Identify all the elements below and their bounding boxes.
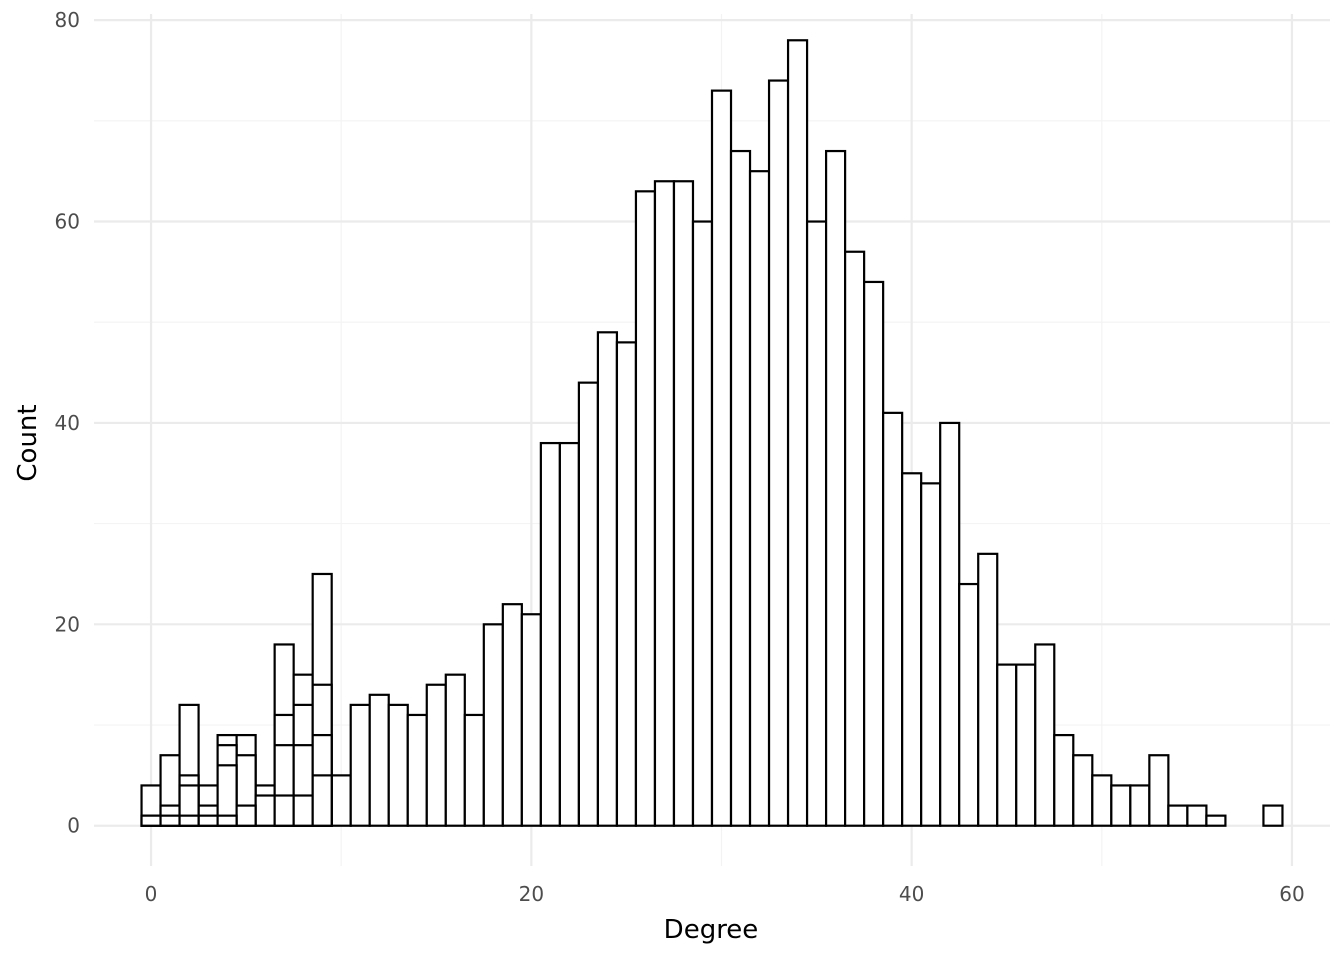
histogram-bar xyxy=(501,603,523,827)
histogram-bar xyxy=(596,331,619,827)
histogram-bar xyxy=(634,190,657,827)
histogram-bar xyxy=(558,441,580,827)
y-axis-title: Count xyxy=(13,404,43,481)
histogram-bar xyxy=(349,703,371,827)
histogram-bar xyxy=(197,814,219,827)
histogram-bar xyxy=(691,220,714,827)
histogram-bar xyxy=(1262,804,1284,827)
histogram-bar xyxy=(482,623,504,827)
histogram-bar xyxy=(292,794,314,827)
histogram-bar xyxy=(729,149,752,827)
histogram-bar xyxy=(920,482,942,827)
histogram-bar xyxy=(140,814,162,827)
histogram-bar xyxy=(406,713,428,827)
x-tick-label: 0 xyxy=(145,882,158,906)
histogram-bar xyxy=(1148,754,1170,827)
histogram-bar xyxy=(1110,784,1132,827)
histogram-bar xyxy=(577,381,600,827)
histogram-bar xyxy=(653,180,676,827)
y-tick-label: 40 xyxy=(55,411,80,435)
histogram-bar xyxy=(330,774,352,827)
histogram-bar xyxy=(939,421,961,827)
histogram-bar xyxy=(539,441,561,827)
y-axis-tick-labels: 0 20 40 60 80 xyxy=(55,8,80,838)
histogram-bar xyxy=(805,220,828,827)
histogram-bar xyxy=(863,280,885,827)
histogram-bar xyxy=(387,703,409,827)
histogram-bar xyxy=(786,39,809,827)
histogram-bar xyxy=(882,411,904,827)
histogram-bar xyxy=(425,683,447,827)
histogram-bar xyxy=(824,149,847,827)
histogram-bar xyxy=(368,693,390,827)
x-axis-title: Degree xyxy=(664,915,759,945)
y-tick-label: 20 xyxy=(55,612,80,636)
histogram-bar xyxy=(216,814,238,827)
x-tick-label: 20 xyxy=(519,882,544,906)
x-tick-label: 40 xyxy=(899,882,924,906)
histogram-bar xyxy=(273,794,295,827)
histogram-bars xyxy=(140,39,1284,827)
histogram-bar xyxy=(977,552,999,827)
histogram-bar xyxy=(254,794,276,827)
histogram-bar xyxy=(1186,804,1208,827)
histogram-bar xyxy=(311,774,333,827)
histogram-bar xyxy=(235,804,257,827)
histogram-bar xyxy=(159,814,181,827)
histogram-bar xyxy=(1015,663,1037,827)
histogram-bar xyxy=(1034,643,1056,827)
histogram-bar xyxy=(1091,774,1113,827)
histogram-bar xyxy=(996,663,1018,827)
x-tick-label: 60 xyxy=(1279,882,1304,906)
histogram-bar xyxy=(672,180,695,827)
y-tick-label: 0 xyxy=(67,814,80,838)
histogram-bar xyxy=(444,673,466,827)
histogram-bar xyxy=(958,582,980,827)
x-axis-tick-labels: 0 20 40 60 xyxy=(145,882,1305,906)
histogram-bar xyxy=(1129,784,1151,827)
histogram-bar xyxy=(1053,733,1075,827)
histogram-bar xyxy=(178,814,200,827)
histogram-bar xyxy=(1205,814,1227,827)
y-tick-label: 80 xyxy=(55,8,80,32)
histogram-bar xyxy=(615,341,638,827)
histogram-bar xyxy=(767,79,790,827)
histogram-bar xyxy=(844,250,866,827)
histogram-bar xyxy=(1167,804,1189,827)
y-tick-label: 60 xyxy=(55,210,80,234)
histogram-bar xyxy=(1072,754,1094,827)
histogram-bar xyxy=(748,170,771,827)
histogram-bar xyxy=(710,89,733,827)
histogram-bar xyxy=(463,713,485,827)
histogram-bar xyxy=(520,613,542,827)
histogram-bar xyxy=(901,472,923,827)
